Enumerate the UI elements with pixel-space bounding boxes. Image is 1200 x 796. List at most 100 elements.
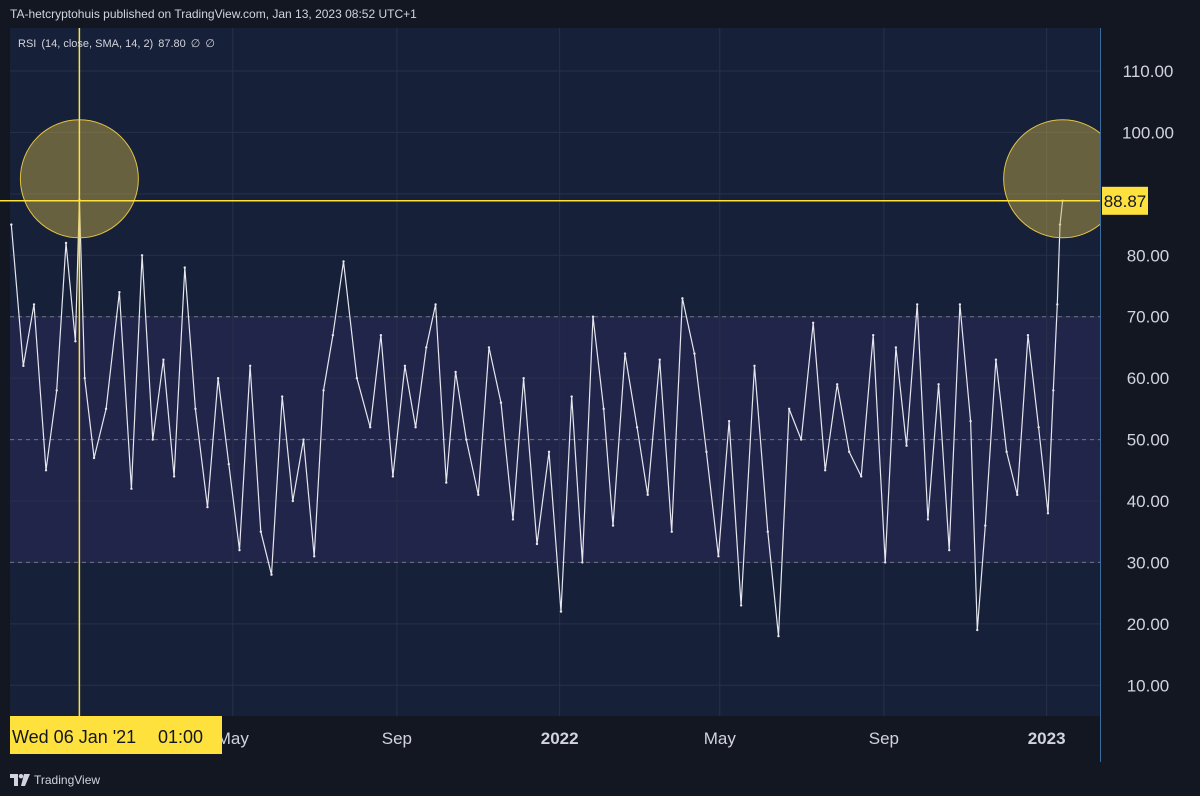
rsi-point — [465, 438, 468, 441]
rsi-point — [104, 407, 108, 411]
rsi-point — [183, 266, 186, 269]
rsi-line — [10, 199, 1064, 637]
rsi-point — [379, 333, 383, 337]
rsi-point — [926, 518, 930, 521]
rsi-point — [259, 530, 263, 533]
rsi-point — [414, 426, 417, 429]
rsi-point — [591, 315, 595, 318]
x-tick-label: Sep — [869, 729, 899, 748]
x-tick-label: Sep — [382, 729, 412, 748]
rsi-point — [227, 462, 231, 466]
rsi-point — [811, 321, 815, 325]
rsi-point — [835, 383, 839, 386]
rsi-point — [32, 303, 36, 306]
rsi-point — [670, 530, 673, 533]
x-tick-label: 2023 — [1028, 729, 1066, 748]
indicator-legend[interactable]: RSI (14, close, SMA, 14, 2) 87.80 ∅ ∅ — [18, 37, 220, 50]
rsi-point — [140, 254, 144, 257]
crosshair-time-label: 01:00 — [158, 727, 203, 747]
rsi-point — [487, 346, 491, 349]
rsi-point — [799, 438, 803, 441]
y-tick-label: 60.00 — [1127, 369, 1170, 388]
rsi-point — [916, 303, 919, 306]
rsi-point — [331, 333, 335, 337]
rsi-point — [559, 610, 563, 613]
rsi-point — [130, 487, 133, 490]
rsi-point — [1058, 223, 1062, 226]
rsi-point — [739, 604, 743, 607]
crosshair-x-badge — [10, 716, 222, 754]
rsi-point — [884, 561, 887, 564]
publish-info: TA-hetcryptohuis published on TradingVie… — [10, 7, 417, 21]
y-tick-label: 110.00 — [1123, 62, 1174, 81]
footer-bar: TradingView — [0, 764, 1200, 796]
y-tick-label: 30.00 — [1127, 553, 1170, 572]
rsi-point — [118, 290, 121, 294]
rsi-point — [302, 438, 305, 441]
rsi-point — [162, 358, 165, 361]
rsi-point — [403, 364, 407, 368]
indicator-params: (14, close, SMA, 14, 2) — [41, 38, 154, 50]
rsi-point — [948, 548, 951, 552]
rsi-point — [322, 389, 325, 392]
x-tick-label: May — [704, 729, 737, 748]
rsi-point — [1056, 303, 1059, 306]
rsi-point — [522, 376, 525, 380]
rsi-point — [44, 469, 48, 472]
rsi-point — [581, 561, 584, 564]
rsi-point — [477, 493, 480, 497]
y-tick-label: 40.00 — [1127, 492, 1170, 511]
y-tick-label: 50.00 — [1127, 431, 1170, 450]
rsi-point — [535, 542, 539, 546]
rsi-point — [894, 346, 898, 349]
rsi-point — [342, 260, 345, 263]
rsi-point — [969, 419, 972, 423]
rsi-point — [635, 426, 639, 429]
rsi-point — [547, 450, 551, 454]
rsi-point — [1005, 450, 1008, 454]
rsi-point — [312, 555, 316, 558]
rsi-point — [1052, 389, 1055, 392]
rsi-point — [499, 401, 503, 404]
rsi-point — [871, 333, 875, 337]
rsi-point — [984, 524, 987, 527]
rsi-point — [570, 395, 573, 398]
tradingview-brand[interactable]: TradingView — [10, 772, 100, 788]
y-tick-label: 100.00 — [1122, 123, 1174, 142]
rsi-point — [681, 297, 684, 300]
rsi-point — [727, 419, 731, 423]
rsi-point — [248, 364, 252, 368]
rsi-point — [646, 493, 649, 497]
rsi-point — [391, 475, 395, 478]
rsi-point — [602, 407, 605, 411]
rsi-point — [717, 555, 720, 558]
y-tick-label: 70.00 — [1127, 308, 1170, 327]
rsi-point — [753, 364, 756, 368]
rsi-point — [1046, 512, 1050, 515]
rsi-point — [425, 346, 428, 349]
rsi-point — [355, 376, 359, 380]
rsi-point — [1026, 333, 1030, 337]
rsi-point — [766, 530, 769, 533]
rsi-point — [291, 499, 295, 503]
indicator-extra-1: ∅ — [190, 38, 201, 50]
rsi-point — [238, 548, 241, 552]
crosshair-date-label: Wed 06 Jan '21 — [12, 727, 136, 747]
rsi-point — [194, 407, 197, 411]
tradingview-logo-icon — [10, 774, 30, 786]
rsi-point — [83, 376, 86, 380]
x-tick-label: 2022 — [541, 729, 579, 748]
rsi-point — [611, 524, 615, 527]
rsi-point — [976, 628, 979, 632]
crosshair-y-label: 88.87 — [1104, 192, 1147, 211]
rsi-point — [511, 518, 515, 521]
indicator-extra-2: ∅ — [205, 38, 215, 50]
rsi-point — [270, 573, 273, 576]
indicator-value: 87.80 — [158, 38, 186, 50]
rsi-point — [280, 395, 284, 398]
rsi-point — [10, 223, 13, 226]
rsi-point — [823, 469, 827, 472]
rsi-point — [74, 340, 77, 343]
y-axis-panel — [1100, 28, 1200, 716]
